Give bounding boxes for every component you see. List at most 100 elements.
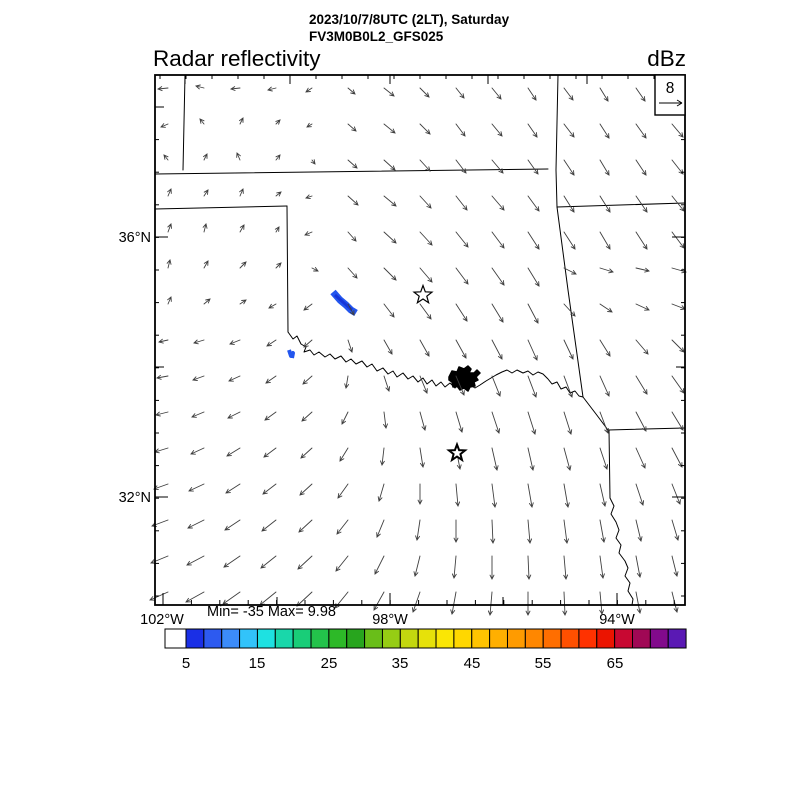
wind-arrow (491, 447, 499, 471)
colorbar-cell (524, 628, 544, 649)
wind-arrow (163, 154, 169, 161)
wind-arrow (563, 375, 573, 398)
wind-arrow (305, 194, 313, 200)
wind-arrow (419, 123, 431, 135)
wind-legend-box (654, 74, 686, 116)
wind-arrow (455, 87, 465, 99)
colorbar: 5 15 25 35 45 55 65 (164, 628, 687, 672)
wind-arrow (419, 159, 431, 172)
colorbar-tick-label: 45 (464, 655, 481, 672)
colorbar-cell (596, 628, 616, 649)
wind-arrow (635, 555, 642, 578)
wind-arrow (275, 154, 281, 161)
plot-variable-title: Radar reflectivity (153, 46, 321, 71)
wind-arrow (383, 231, 397, 244)
wind-arrow (490, 519, 496, 544)
wind-arrow (266, 339, 277, 347)
wind-arrow (419, 195, 432, 209)
wind-arrow (341, 411, 349, 425)
wind-arrow (303, 303, 313, 311)
wind-arrow (563, 195, 575, 213)
wind-arrow (563, 411, 573, 435)
wind-arrow (150, 555, 169, 564)
wind-arrow (225, 483, 241, 494)
wind-arrow (227, 411, 241, 419)
wind-arrow (599, 195, 611, 213)
wind-arrow (203, 260, 209, 269)
wind-arrow (383, 195, 397, 207)
colorbar-tick-label: 5 (182, 655, 190, 672)
wind-arrow (491, 195, 505, 211)
wind-arrow (599, 591, 605, 616)
wind-arrow (302, 375, 313, 385)
wind-arrow (671, 483, 681, 505)
wind-arrow (671, 339, 685, 353)
wind-arrow (671, 159, 684, 175)
wind-arrow (239, 117, 244, 125)
wind-arrow (599, 303, 613, 313)
wind-arrow (166, 259, 172, 269)
wind-arrow (187, 519, 205, 529)
wind-arrow (415, 519, 421, 541)
border-mo-ks-94p6w (555, 74, 559, 208)
wind-arrow (599, 231, 611, 250)
wind-arrow (491, 159, 504, 174)
lake-texoma (448, 365, 481, 392)
wind-arrow (491, 87, 502, 100)
wind-arrow (222, 591, 241, 605)
wind-arrow (193, 339, 205, 345)
wind-arrow (635, 483, 645, 506)
wind-arrow (236, 152, 241, 161)
wind-arrow (455, 375, 465, 396)
wind-arrow (450, 591, 457, 615)
wind-arrow (563, 519, 569, 544)
wind-arrow (599, 447, 609, 470)
border-tx-ok-100w (286, 205, 289, 333)
wind-arrow (635, 591, 642, 614)
wind-arrow (167, 188, 172, 197)
wind-arrow (383, 303, 395, 318)
wind-arrow (599, 411, 609, 434)
wind-arrow (383, 339, 393, 355)
wind-arrow (419, 339, 430, 357)
wind-arrow (167, 223, 172, 233)
wind-arrow (383, 87, 395, 97)
wind-arrow (491, 267, 505, 286)
wind-arrow (347, 303, 355, 316)
lat-axis-label: 36°N (119, 230, 151, 246)
colorbar-cell (203, 628, 223, 649)
wind-arrow (229, 339, 241, 345)
wind-arrow (455, 123, 466, 137)
wind-arrow (411, 591, 421, 613)
wind-arrow (455, 231, 469, 248)
wind-arrow (491, 303, 504, 323)
wind-arrow (274, 226, 280, 233)
axis-labels-layer: 36°N 32°N 102°W 98°W 94°W (119, 230, 636, 628)
border-mo-ar-36p5n (556, 202, 686, 208)
wind-arrow (563, 555, 569, 581)
wind-arrow (562, 591, 568, 616)
wind-arrow (491, 411, 501, 434)
wind-arrow (419, 447, 425, 468)
wind-arrow (347, 231, 357, 242)
wind-arrow (239, 261, 247, 269)
wind-arrow (154, 447, 169, 454)
wind-arrow (383, 123, 396, 134)
wind-arrow (383, 159, 396, 171)
lon-axis-label: 102°W (140, 612, 184, 628)
wind-arrow (275, 262, 282, 269)
colorbar-cell (417, 628, 437, 649)
wind-arrow (563, 339, 574, 360)
wind-arrow (347, 87, 356, 95)
colorbar-cell (471, 628, 491, 649)
colorbar-cell-blank (164, 628, 187, 649)
wind-arrow (491, 123, 503, 137)
wind-arrow (339, 447, 349, 462)
wind-arrow (635, 267, 650, 273)
wind-arrow (413, 555, 421, 577)
wind-arrow (417, 483, 423, 505)
wind-arrow (260, 555, 277, 569)
wind-arrow (563, 87, 574, 101)
colorbar-cell (381, 628, 401, 649)
wind-arrow (635, 303, 650, 311)
